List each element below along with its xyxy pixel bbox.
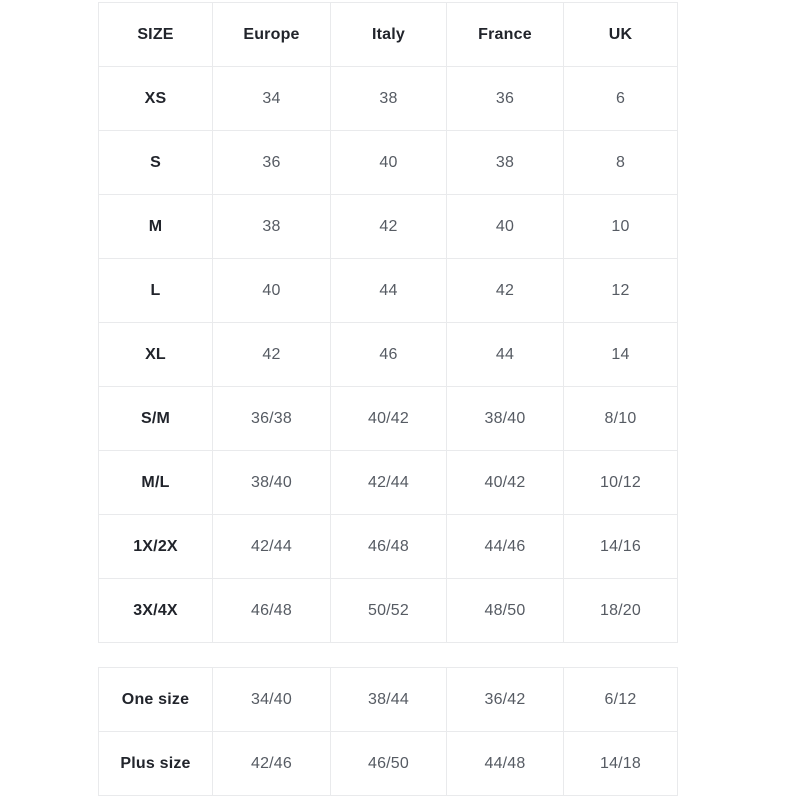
- cell-europe: 34: [212, 66, 331, 131]
- cell-europe: 38/40: [212, 450, 331, 515]
- cell-europe: 34/40: [212, 667, 331, 732]
- cell-uk: 6/12: [563, 667, 678, 732]
- table-row: L 40 44 42 12: [98, 258, 678, 323]
- cell-europe: 42/46: [212, 731, 331, 796]
- table-row: 1X/2X 42/44 46/48 44/46 14/16: [98, 514, 678, 579]
- cell-europe: 42: [212, 322, 331, 387]
- column-header-europe: Europe: [212, 2, 331, 67]
- table-body: One size 34/40 38/44 36/42 6/12 Plus siz…: [98, 667, 678, 796]
- cell-italy: 46/50: [330, 731, 447, 796]
- cell-france: 36: [446, 66, 564, 131]
- table-row: S 36 40 38 8: [98, 130, 678, 195]
- cell-italy: 40: [330, 130, 447, 195]
- cell-italy: 50/52: [330, 578, 447, 643]
- cell-italy: 40/42: [330, 386, 447, 451]
- cell-france: 44/46: [446, 514, 564, 579]
- cell-italy: 46/48: [330, 514, 447, 579]
- cell-uk: 14/16: [563, 514, 678, 579]
- cell-uk: 8: [563, 130, 678, 195]
- cell-italy: 42: [330, 194, 447, 259]
- primary-size-conversion-table: SIZE Europe Italy France UK XS 34 38 36 …: [98, 2, 678, 643]
- cell-size: L: [98, 258, 213, 323]
- table-header: SIZE Europe Italy France UK: [98, 2, 678, 67]
- cell-size: 3X/4X: [98, 578, 213, 643]
- column-header-uk: UK: [563, 2, 678, 67]
- cell-france: 40/42: [446, 450, 564, 515]
- cell-france: 48/50: [446, 578, 564, 643]
- cell-uk: 6: [563, 66, 678, 131]
- cell-europe: 40: [212, 258, 331, 323]
- cell-europe: 42/44: [212, 514, 331, 579]
- table-row: M/L 38/40 42/44 40/42 10/12: [98, 450, 678, 515]
- cell-france: 44/48: [446, 731, 564, 796]
- table-row: S/M 36/38 40/42 38/40 8/10: [98, 386, 678, 451]
- table-row: XL 42 46 44 14: [98, 322, 678, 387]
- table-header-row: SIZE Europe Italy France UK: [98, 2, 678, 67]
- cell-italy: 44: [330, 258, 447, 323]
- cell-france: 40: [446, 194, 564, 259]
- cell-france: 38: [446, 130, 564, 195]
- cell-italy: 46: [330, 322, 447, 387]
- table-body: XS 34 38 36 6 S 36 40 38 8 M 38 42 40 10: [98, 66, 678, 643]
- cell-size: XS: [98, 66, 213, 131]
- table-row: 3X/4X 46/48 50/52 48/50 18/20: [98, 578, 678, 643]
- cell-uk: 18/20: [563, 578, 678, 643]
- cell-europe: 36: [212, 130, 331, 195]
- cell-europe: 46/48: [212, 578, 331, 643]
- cell-france: 44: [446, 322, 564, 387]
- table-row: XS 34 38 36 6: [98, 66, 678, 131]
- cell-uk: 14: [563, 322, 678, 387]
- cell-size: M/L: [98, 450, 213, 515]
- cell-france: 42: [446, 258, 564, 323]
- column-header-italy: Italy: [330, 2, 447, 67]
- column-header-size: SIZE: [98, 2, 213, 67]
- cell-uk: 10/12: [563, 450, 678, 515]
- cell-size: One size: [98, 667, 213, 732]
- cell-france: 36/42: [446, 667, 564, 732]
- cell-uk: 14/18: [563, 731, 678, 796]
- cell-italy: 38/44: [330, 667, 447, 732]
- cell-size: S/M: [98, 386, 213, 451]
- cell-size: M: [98, 194, 213, 259]
- table-row: One size 34/40 38/44 36/42 6/12: [98, 667, 678, 732]
- cell-size: XL: [98, 322, 213, 387]
- cell-uk: 12: [563, 258, 678, 323]
- cell-size: 1X/2X: [98, 514, 213, 579]
- cell-italy: 42/44: [330, 450, 447, 515]
- table-row: M 38 42 40 10: [98, 194, 678, 259]
- cell-size: S: [98, 130, 213, 195]
- cell-size: Plus size: [98, 731, 213, 796]
- cell-uk: 10: [563, 194, 678, 259]
- cell-europe: 38: [212, 194, 331, 259]
- cell-europe: 36/38: [212, 386, 331, 451]
- cell-uk: 8/10: [563, 386, 678, 451]
- column-header-france: France: [446, 2, 564, 67]
- cell-france: 38/40: [446, 386, 564, 451]
- secondary-size-conversion-table: One size 34/40 38/44 36/42 6/12 Plus siz…: [98, 667, 678, 796]
- table-row: Plus size 42/46 46/50 44/48 14/18: [98, 731, 678, 796]
- cell-italy: 38: [330, 66, 447, 131]
